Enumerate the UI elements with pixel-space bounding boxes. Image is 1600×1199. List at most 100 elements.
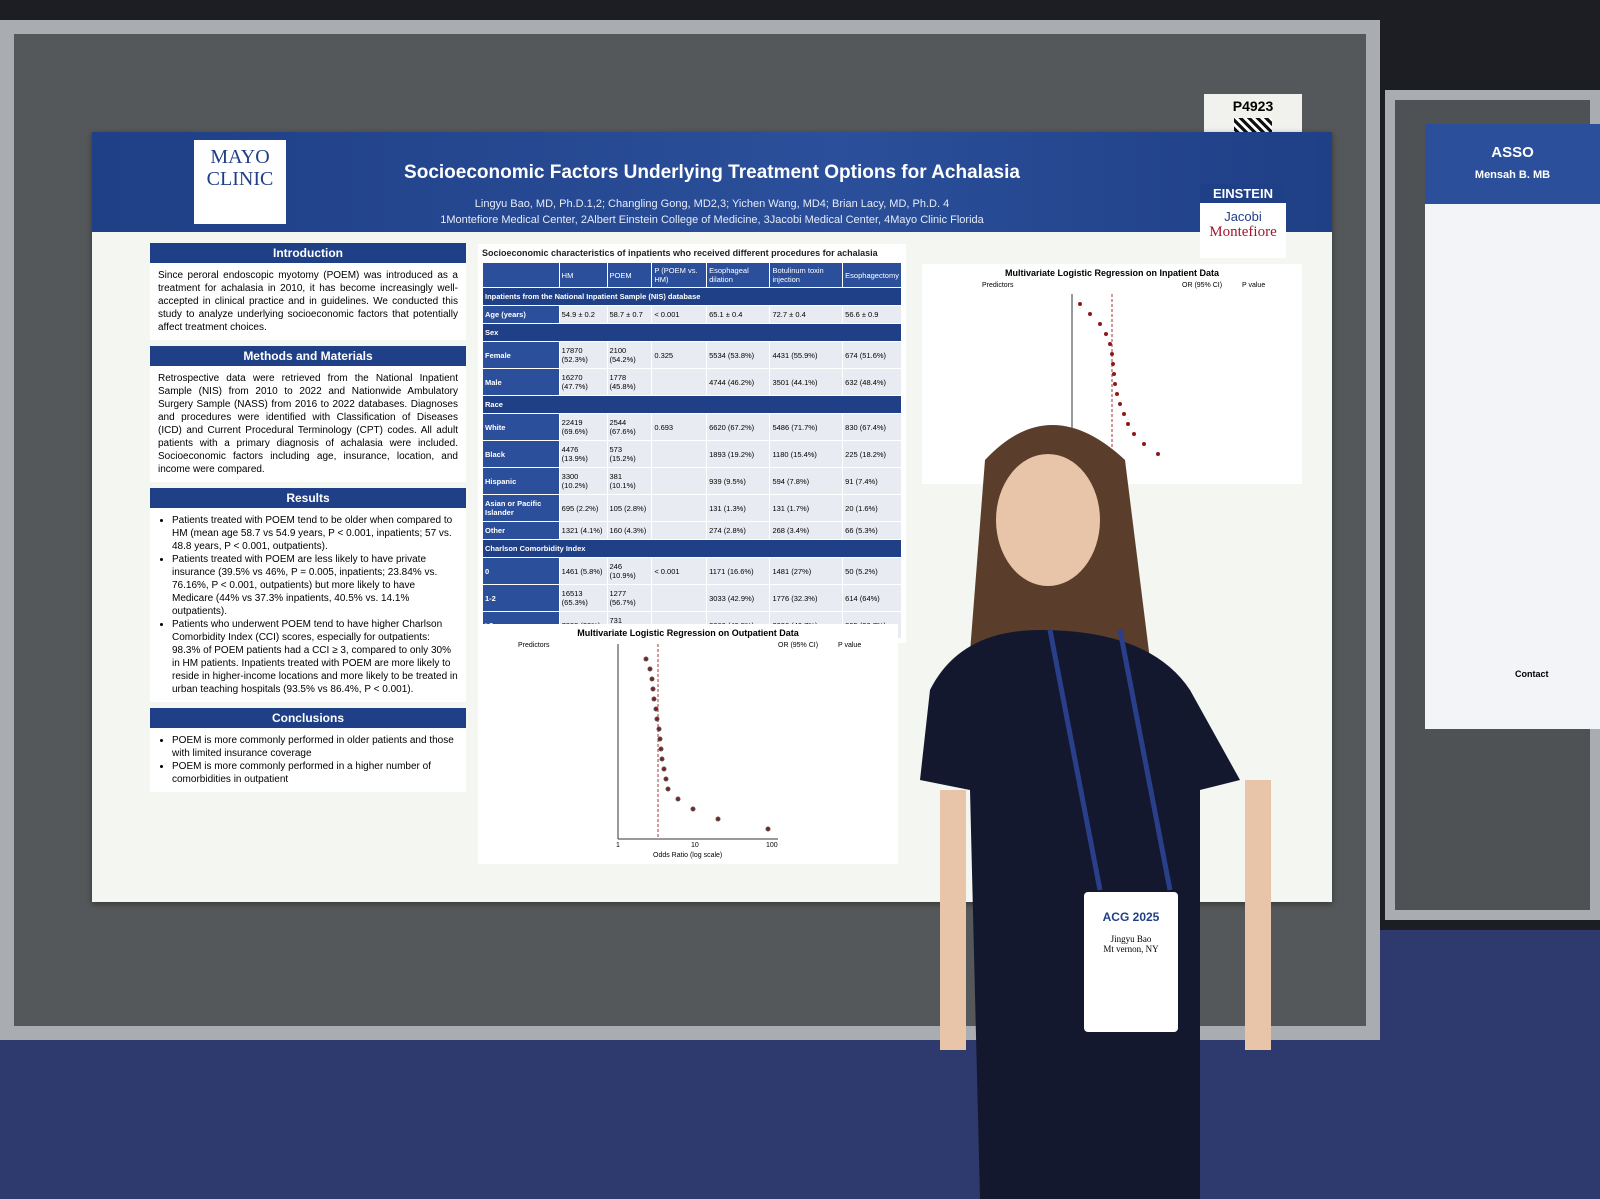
arm [940,790,966,1050]
table-cell: 3300 (10.2%) [558,467,608,495]
forest-plot [617,644,778,840]
table-cell: 268 (3.4%) [769,521,844,540]
table-cell: 939 (9.5%) [706,467,771,495]
table-cell: 1171 (16.6%) [706,557,771,585]
table-cell: 614 (64%) [842,584,902,612]
plot-column-header: OR (95% CI) [1182,282,1223,289]
table-cell: 3033 (42.9%) [706,584,771,612]
dress [920,630,1240,1199]
table-row: 1-2 16513 (65.3%) 1277 (56.7%) 3033 (42.9%)… [482,584,902,612]
poster-authors: Lingyu Bao, MD, Ph.D.1,2; Changling Gong… [474,198,950,210]
x-tick-label: 100 [766,842,778,849]
group-heading: Charlson Comorbidity Index [482,539,902,558]
table-cell: 1893 (19.2%) [706,440,771,468]
table-cell: 6620 (67.2%) [706,413,771,441]
table-cell: 20 (1.6%) [842,494,902,522]
table-row: Asian or Pacific Islander 695 (2.2%) 105 (… [482,494,902,522]
header-row: HM POEM P (POEM vs. HM) Esophageal dilation… [482,262,902,288]
group-row: Sex [482,323,902,342]
table-cell: 4744 (46.2%) [706,368,771,396]
logo-text: EINSTEIN [1200,184,1286,203]
table-cell: 632 (48.4%) [842,368,902,396]
table-cell [651,521,708,540]
table-cell [651,440,708,468]
section-text: Since peroral endoscopic myotomy (POEM) … [150,263,466,340]
plot-title: Multivariate Logistic Regression on Outp… [577,628,799,638]
table-cell: 91 (7.4%) [842,467,902,495]
bullet: Patients treated with POEM are less like… [172,553,458,618]
plot-column-header: Predictors [982,282,1014,289]
neighbor-poster: ASSO Mensah B. MB Contact [1425,124,1600,729]
bullet: POEM is more commonly performed in a hig… [172,760,458,786]
table-cell: 66 (5.3%) [842,521,902,540]
table-cell: 65.1 ± 0.4 [706,305,771,324]
table-cell: 1461 (5.8%) [558,557,608,585]
section-list: POEM is more commonly performed in older… [150,728,466,792]
table-row: Black 4476 (13.9%) 573 (15.2%) 1893 (19.2%)… [482,440,902,468]
neighbor-authors: Mensah B. MB [1474,169,1551,181]
table-cell: 246 (10.9%) [606,557,653,585]
logo-text: Jacobi [1224,209,1262,224]
x-tick-label: 10 [691,842,699,849]
bullet: Patients who underwent POEM tend to have… [172,618,458,696]
table-cell: 16513 (65.3%) [558,584,608,612]
row-label: Other [482,521,560,540]
table-panel: Socioeconomic characteristics of inpatie… [478,244,906,643]
table: HM POEM P (POEM vs. HM) Esophageal dilation… [482,262,902,639]
table-cell: 1277 (56.7%) [606,584,653,612]
badge: ACG 2025 Jingyu Bao Mt vernon, NY [1084,892,1178,1032]
group-heading: Race [482,395,902,414]
section-heading: Introduction [150,243,466,263]
table-cell: 225 (18.2%) [842,440,902,468]
table-cell: 1778 (45.8%) [606,368,653,396]
table-cell: < 0.001 [651,557,708,585]
row-label: Female [482,341,560,369]
arm [1245,780,1271,1050]
outpatient-plot: Multivariate Logistic Regression on Outp… [478,624,898,864]
x-tick-label: 1 [616,842,620,849]
table-row: White 22419 (69.6%) 2544 (67.6%) 0.693 6620 … [482,413,902,441]
table-row: Male 16270 (47.7%) 1778 (45.8%) 4744 (46.2%… [482,368,902,396]
table-row: Hispanic 3300 (10.2%) 381 (10.1%) 939 (9.5%… [482,467,902,495]
row-label: 0 [482,557,560,585]
row-label: White [482,413,560,441]
x-axis-label: Odds Ratio (log scale) [653,852,723,859]
header-cell [482,262,560,288]
section-list: Patients treated with POEM tend to be ol… [150,508,466,702]
row-label: Black [482,440,560,468]
table-row: Other 1321 (4.1%) 160 (4.3%) 274 (2.8%) 268 … [482,521,902,540]
group-heading: Inpatients from the National Inpatient S… [482,287,902,306]
row-label: Male [482,368,560,396]
logo-mayo: MAYO CLINIC [194,140,286,224]
badge-name: Jingyu Bao [1110,934,1152,944]
header-cell: Esophagectomy [842,262,902,288]
table-cell: 72.7 ± 0.4 [769,305,844,324]
table-cell: 381 (10.1%) [606,467,653,495]
face [996,454,1100,586]
table-cell: 4431 (55.9%) [769,341,844,369]
table-cell: 4476 (13.9%) [558,440,608,468]
bullet: POEM is more commonly performed in older… [172,734,458,760]
logo-text: Montefiore [1209,224,1277,240]
table-cell: 5486 (71.7%) [769,413,844,441]
badge-event: ACG 2025 [1102,910,1160,924]
inpatient-plot: Multivariate Logistic Regression on Inpa… [922,264,1302,484]
table-cell: 58.7 ± 0.7 [606,305,653,324]
section-text: Retrospective data were retrieved from t… [150,366,466,482]
table-cell: < 0.001 [651,305,708,324]
table-cell: 274 (2.8%) [706,521,771,540]
plot-column-header: Predictors [518,642,550,649]
table-cell: 1481 (27%) [769,557,844,585]
neighbor-contact: Contact [1515,669,1549,679]
neighbor-header: ASSO Mensah B. MB [1425,124,1600,204]
plot-column-header: P value [838,642,862,649]
section-heading: Conclusions [150,708,466,728]
table-cell: 131 (1.7%) [769,494,844,522]
plot-column-header: OR (95% CI) [778,642,819,649]
table-cell: 22419 (69.6%) [558,413,608,441]
header-cell: P (POEM vs. HM) [651,262,708,288]
bullet: Patients treated with POEM tend to be ol… [172,514,458,553]
table-cell [651,584,708,612]
table-cell: 2544 (67.6%) [606,413,653,441]
